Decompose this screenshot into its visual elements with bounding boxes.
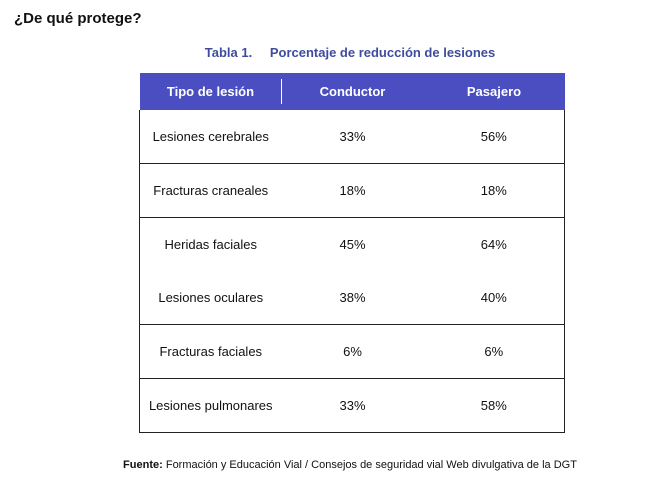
cell-conductor: 33% <box>339 398 366 413</box>
table-row: Fracturas faciales 6% 6% <box>139 324 565 379</box>
cell-tipo: Heridas faciales <box>164 237 258 252</box>
cell-conductor: 45% <box>339 237 366 252</box>
cell-pasajero: 40% <box>423 271 565 325</box>
cell-pasajero: 6% <box>423 324 565 379</box>
injury-reduction-table: Tipo de lesión Conductor Pasajero Lesion… <box>139 73 565 433</box>
table-row: Lesiones oculares 38% 40% <box>139 271 565 325</box>
table-caption-number: Tabla 1. <box>204 45 253 60</box>
cell-tipo: Fracturas faciales <box>139 324 282 379</box>
cell-pasajero: 56% <box>423 110 565 164</box>
cell-tipo: Lesiones oculares <box>139 271 282 325</box>
cell-conductor: 6% <box>281 324 424 379</box>
table-row: Heridas faciales 45% 64% <box>140 218 565 272</box>
cell-pasajero: 58% <box>480 398 507 413</box>
table-caption: Tabla 1. Porcentaje de reducción de lesi… <box>0 45 663 60</box>
cell-conductor: 33% <box>281 110 424 164</box>
table-header-row: Tipo de lesión Conductor Pasajero <box>139 73 565 110</box>
cell-conductor: 18% <box>281 163 424 218</box>
cell-conductor: 38% <box>281 271 424 325</box>
cell-tipo: Lesiones pulmonares <box>148 398 273 413</box>
column-header-conductor: Conductor <box>281 73 424 110</box>
table-row: Fracturas craneales 18% 18% <box>139 163 565 218</box>
table-row: Lesiones pulmonares 33% 58% <box>140 379 565 433</box>
cell-pasajero: 64% <box>480 237 507 252</box>
table-caption-title: Porcentaje de reducción de lesiones <box>269 45 496 60</box>
source-note: Fuente: Formación y Educación Vial / Con… <box>0 459 663 471</box>
table-row: Lesiones cerebrales 33% 56% <box>139 110 565 164</box>
column-header-tipo: Tipo de lesión <box>139 73 282 110</box>
cell-tipo: Fracturas craneales <box>139 163 282 218</box>
cell-tipo: Lesiones cerebrales <box>139 110 282 164</box>
cell-pasajero: 18% <box>423 163 565 218</box>
source-label: Fuente: <box>123 459 163 471</box>
page-heading: ¿De qué protege? <box>14 10 142 27</box>
column-header-pasajero: Pasajero <box>423 73 565 110</box>
source-text: Formación y Educación Vial / Consejos de… <box>165 459 577 471</box>
